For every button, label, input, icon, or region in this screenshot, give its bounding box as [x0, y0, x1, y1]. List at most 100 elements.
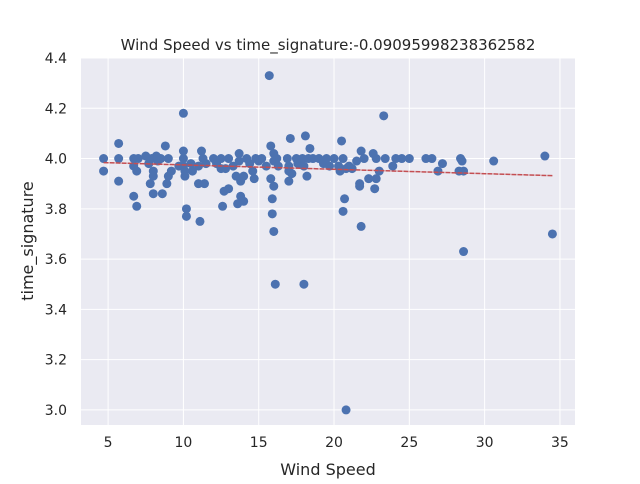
data-point: [162, 179, 172, 189]
data-point: [166, 166, 176, 176]
data-point: [489, 156, 499, 166]
data-point: [163, 154, 173, 164]
data-point: [299, 279, 309, 289]
data-point: [200, 179, 209, 189]
y-tick-label: 3.4: [45, 302, 67, 318]
x-tick-label: 10: [175, 435, 193, 451]
x-tick-labels: 5 10 15 20 25 30 35: [104, 435, 569, 451]
data-point: [257, 154, 267, 164]
trend-line: [103, 161, 553, 177]
data-point: [267, 209, 277, 219]
data-point: [269, 181, 279, 191]
x-tick-label: 25: [400, 435, 418, 451]
data-point: [364, 174, 374, 184]
data-point: [114, 138, 124, 148]
data-point: [272, 154, 282, 164]
data-point: [388, 161, 398, 171]
data-point: [459, 247, 469, 257]
y-tick-labels: 3.0 3.2 3.4 3.6 3.8 4.0 4.2 4.4: [45, 51, 67, 419]
data-point: [218, 201, 228, 211]
data-point: [270, 279, 280, 289]
data-point: [224, 184, 234, 194]
y-tick-label: 4.2: [45, 101, 67, 117]
data-point: [338, 206, 348, 216]
data-point: [266, 141, 276, 151]
y-tick-label: 4.0: [45, 152, 67, 168]
data-point: [99, 166, 109, 176]
data-point: [338, 154, 348, 164]
y-tick-label: 3.6: [45, 252, 67, 268]
data-point: [437, 159, 447, 169]
y-tick-label: 3.8: [45, 202, 67, 218]
data-point: [341, 405, 351, 415]
data-point: [133, 154, 143, 164]
data-point: [282, 154, 292, 164]
x-tick-label: 30: [476, 435, 494, 451]
data-point: [370, 184, 380, 194]
data-point: [340, 194, 350, 204]
x-tick-label: 5: [104, 435, 113, 451]
data-points: [99, 71, 557, 415]
data-point: [359, 154, 369, 164]
data-point: [157, 189, 167, 199]
data-point: [178, 108, 188, 118]
data-point: [284, 176, 294, 186]
data-point: [261, 161, 271, 171]
x-tick-label: 35: [551, 435, 569, 451]
data-point: [457, 156, 467, 166]
data-point: [201, 159, 211, 169]
data-point: [132, 166, 142, 176]
data-point: [302, 171, 312, 181]
data-point: [156, 154, 166, 164]
plot-background: [81, 58, 575, 425]
data-point: [180, 171, 190, 181]
data-point: [178, 146, 188, 156]
data-point: [234, 156, 244, 166]
data-point: [114, 176, 124, 186]
data-point: [160, 141, 170, 151]
trend-line-group: [103, 161, 553, 177]
data-point: [427, 154, 437, 164]
data-point: [356, 221, 366, 231]
data-point: [181, 204, 191, 214]
data-point: [347, 164, 357, 174]
data-point: [266, 174, 276, 184]
data-point: [264, 71, 274, 81]
x-tick-label: 20: [325, 435, 343, 451]
data-point: [321, 154, 331, 164]
data-point: [178, 154, 188, 164]
data-point: [114, 154, 124, 164]
data-point: [285, 133, 295, 143]
data-point: [196, 146, 206, 156]
data-point: [459, 166, 469, 176]
data-point: [379, 111, 389, 121]
data-point: [355, 181, 365, 191]
data-point: [186, 159, 196, 169]
y-tick-label: 4.4: [45, 51, 67, 67]
data-point: [239, 196, 249, 206]
data-point: [433, 166, 443, 176]
data-point: [248, 166, 258, 176]
y-tick-label: 3.0: [45, 403, 67, 419]
data-point: [148, 189, 158, 199]
data-point: [371, 154, 381, 164]
data-point: [337, 136, 347, 146]
data-point: [245, 159, 255, 169]
data-point: [148, 171, 158, 181]
data-point: [145, 179, 155, 189]
data-point: [547, 229, 557, 239]
data-point: [404, 154, 414, 164]
data-point: [397, 154, 407, 164]
data-point: [352, 156, 362, 166]
data-point: [181, 211, 191, 221]
data-point: [305, 143, 315, 153]
data-point: [329, 154, 339, 164]
data-point: [380, 154, 390, 164]
data-point: [287, 169, 297, 179]
data-point: [249, 174, 259, 184]
data-point: [273, 161, 283, 171]
x-axis-label: Wind Speed: [280, 460, 375, 479]
data-point: [356, 146, 366, 156]
data-point: [216, 154, 226, 164]
